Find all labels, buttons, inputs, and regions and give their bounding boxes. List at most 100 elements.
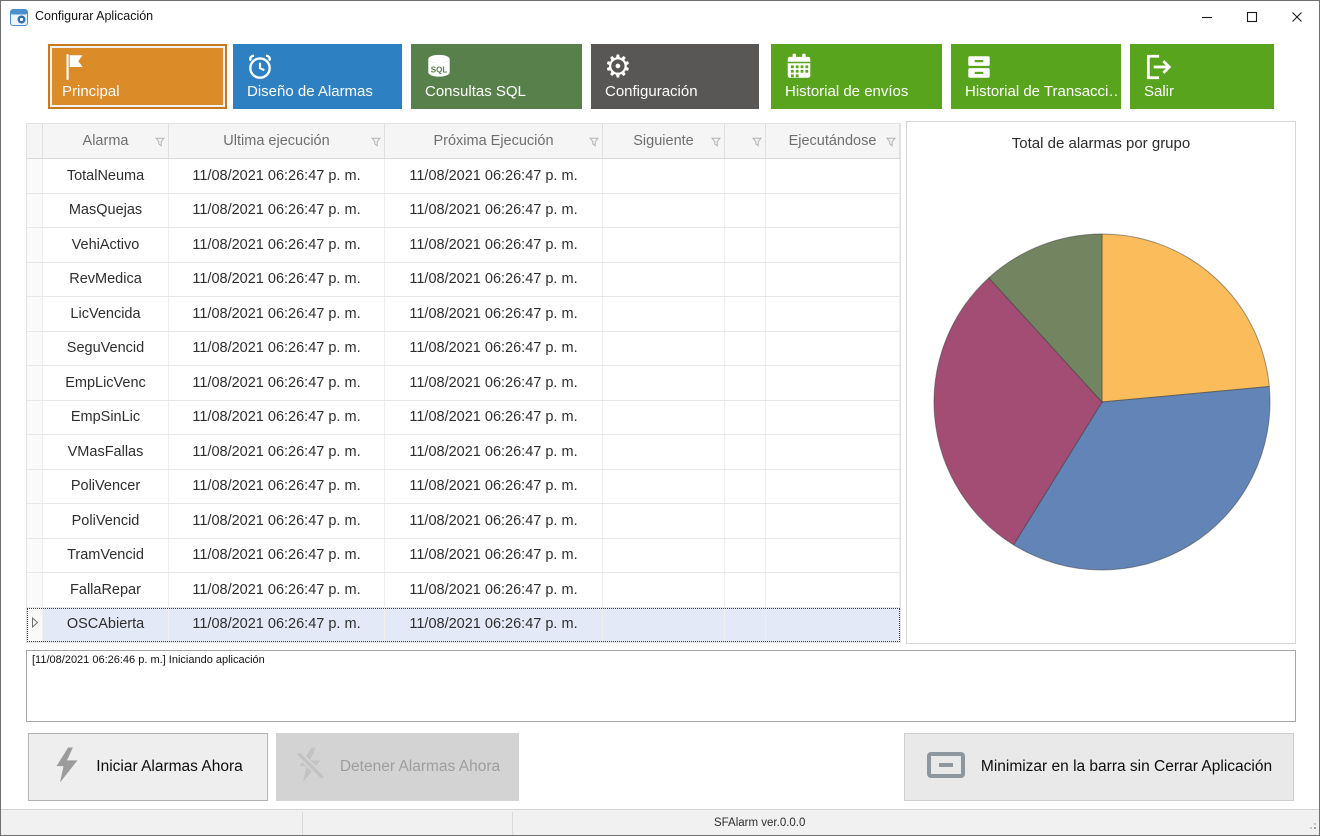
- grid-cell: 11/08/2021 06:26:47 p. m.: [169, 607, 385, 641]
- grid-cell: [766, 469, 900, 503]
- minimizar-bandeja-button[interactable]: Minimizar en la barra sin Cerrar Aplicac…: [904, 733, 1294, 801]
- grid-cell: [603, 193, 725, 227]
- table-row[interactable]: EmpLicVenc 11/08/2021 06:26:47 p. m. 11/08…: [27, 366, 900, 401]
- chart-title: Total de alarmas por grupo: [1011, 135, 1191, 152]
- grid-header-ultima-ejecución[interactable]: Ultima ejecución: [169, 124, 385, 158]
- row-header-cell: [27, 573, 43, 607]
- toolbar-button-principal[interactable]: Principal: [48, 44, 227, 109]
- grid-cell: [725, 607, 766, 641]
- row-header-cell: [27, 469, 43, 503]
- sql-database-icon: SQL: [424, 51, 454, 83]
- filter-icon[interactable]: [710, 135, 722, 151]
- statusbar: SFAlarm ver.0.0.0: [1, 809, 1319, 835]
- pie-chart: [933, 233, 1271, 571]
- row-header-cell: [27, 297, 43, 331]
- toolbar-button-configuracion[interactable]: ⚙ Configuración: [591, 44, 759, 109]
- grid-cell: 11/08/2021 06:26:47 p. m.: [385, 538, 603, 572]
- table-row[interactable]: VMasFallas 11/08/2021 06:26:47 p. m. 11/08…: [27, 435, 900, 470]
- lightning-off-icon: [295, 745, 325, 790]
- alarms-grid: Alarma Ultima ejecución Próxima Ejecución S…: [26, 123, 901, 643]
- table-row[interactable]: PoliVencer 11/08/2021 06:26:47 p. m. 11/08…: [27, 469, 900, 504]
- grid-header-label: Siguiente: [633, 133, 694, 149]
- grid-cell: [766, 573, 900, 607]
- grid-cell: 11/08/2021 06:26:47 p. m.: [169, 469, 385, 503]
- filter-icon[interactable]: [751, 135, 763, 151]
- toolbar-button-historial-transacciones[interactable]: Historial de Transacci…: [951, 44, 1121, 109]
- iniciar-alarmas-button[interactable]: Iniciar Alarmas Ahora: [28, 733, 268, 801]
- statusbar-separator: [512, 812, 513, 835]
- grid-cell: 11/08/2021 06:26:47 p. m.: [169, 331, 385, 365]
- app-icon: [10, 9, 28, 31]
- table-row[interactable]: EmpSinLic 11/08/2021 06:26:47 p. m. 11/08/…: [27, 400, 900, 435]
- toolbar-button-salir[interactable]: Salir: [1130, 44, 1274, 109]
- grid-cell: [766, 159, 900, 193]
- row-header-cell: [27, 607, 43, 641]
- grid-cell: [603, 297, 725, 331]
- table-row[interactable]: FallaRepar 11/08/2021 06:26:47 p. m. 11/08…: [27, 573, 900, 608]
- row-header-cell: [27, 504, 43, 538]
- minimize-window-icon[interactable]: [1184, 1, 1229, 33]
- table-row[interactable]: LicVencida 11/08/2021 06:26:47 p. m. 11/08…: [27, 297, 900, 332]
- close-window-icon[interactable]: [1274, 1, 1319, 33]
- grid-header-ejecutándose[interactable]: Ejecutándose: [766, 124, 900, 158]
- grid-cell: [603, 228, 725, 262]
- toolbar-button-label: Configuración: [605, 83, 698, 100]
- row-header-cell: [27, 366, 43, 400]
- filter-icon[interactable]: [885, 135, 897, 151]
- row-header-cell: [27, 331, 43, 365]
- minimizar-bandeja-label: Minimizar en la barra sin Cerrar Aplicac…: [980, 758, 1273, 775]
- grid-header-siguiente[interactable]: Siguiente: [603, 124, 725, 158]
- grid-header-alarma[interactable]: Alarma: [43, 124, 169, 158]
- log-textbox[interactable]: [11/08/2021 06:26:46 p. m.] Iniciando ap…: [26, 650, 1296, 722]
- statusbar-version: SFAlarm ver.0.0.0: [714, 817, 806, 829]
- grid-cell: [603, 159, 725, 193]
- titlebar[interactable]: Configurar Aplicación: [1, 1, 1319, 33]
- toolbar-button-consultas-sql[interactable]: SQL Consultas SQL: [411, 44, 582, 109]
- grid-cell: [603, 538, 725, 572]
- table-row[interactable]: OSCAbierta 11/08/2021 06:26:47 p. m. 11/08…: [27, 607, 900, 642]
- grid-cell: [725, 228, 766, 262]
- detener-alarmas-label: Detener Alarmas Ahora: [339, 758, 501, 775]
- row-header-cell: [27, 193, 43, 227]
- grid-cell: TotalNeuma: [43, 159, 169, 193]
- toolbar-button-diseno-alarmas[interactable]: Diseño de Alarmas: [233, 44, 402, 109]
- grid-cell: 11/08/2021 06:26:47 p. m.: [169, 159, 385, 193]
- grid-cell: 11/08/2021 06:26:47 p. m.: [385, 435, 603, 469]
- toolbar-button-historial-envios[interactable]: Historial de envíos: [771, 44, 942, 109]
- grid-cell: VehiActivo: [43, 228, 169, 262]
- resize-grip-icon[interactable]: [1306, 817, 1317, 835]
- table-row[interactable]: SeguVencid 11/08/2021 06:26:47 p. m. 11/08…: [27, 331, 900, 366]
- table-row[interactable]: MasQuejas 11/08/2021 06:26:47 p. m. 11/08/…: [27, 193, 900, 228]
- grid-cell: VMasFallas: [43, 435, 169, 469]
- grid-cell: [725, 159, 766, 193]
- grid-cell: 11/08/2021 06:26:47 p. m.: [169, 262, 385, 296]
- toolbar-button-label: Historial de envíos: [785, 83, 909, 100]
- grid-cell: 11/08/2021 06:26:47 p. m.: [169, 435, 385, 469]
- grid-header-próxima-ejecución[interactable]: Próxima Ejecución: [385, 124, 603, 158]
- chart-panel: Total de alarmas por grupo: [906, 121, 1296, 644]
- table-row[interactable]: TramVencid 11/08/2021 06:26:47 p. m. 11/08…: [27, 538, 900, 573]
- row-header-cell: [27, 262, 43, 296]
- grid-cell: [725, 435, 766, 469]
- grid-cell: [766, 607, 900, 641]
- grid-cell: 11/08/2021 06:26:47 p. m.: [385, 193, 603, 227]
- table-row[interactable]: TotalNeuma 11/08/2021 06:26:47 p. m. 11/08…: [27, 159, 900, 194]
- grid-cell: [603, 469, 725, 503]
- maximize-window-icon[interactable]: [1229, 1, 1274, 33]
- detener-alarmas-button[interactable]: Detener Alarmas Ahora: [276, 733, 519, 801]
- grid-cell: 11/08/2021 06:26:47 p. m.: [385, 366, 603, 400]
- grid-cell: [766, 538, 900, 572]
- table-row[interactable]: VehiActivo 11/08/2021 06:26:47 p. m. 11/08…: [27, 228, 900, 263]
- row-header-cell: [27, 538, 43, 572]
- grid-cell: [766, 366, 900, 400]
- table-row[interactable]: RevMedica 11/08/2021 06:26:47 p. m. 11/08/…: [27, 262, 900, 297]
- filter-icon[interactable]: [154, 135, 166, 151]
- grid-header-extra[interactable]: [725, 124, 766, 158]
- filter-icon[interactable]: [370, 135, 382, 151]
- svg-text:SQL: SQL: [431, 65, 448, 74]
- grid-cell: [725, 573, 766, 607]
- table-row[interactable]: PoliVencid 11/08/2021 06:26:47 p. m. 11/08…: [27, 504, 900, 539]
- grid-cell: LicVencida: [43, 297, 169, 331]
- filter-icon[interactable]: [588, 135, 600, 151]
- grid-header-label: Próxima Ejecución: [433, 133, 554, 149]
